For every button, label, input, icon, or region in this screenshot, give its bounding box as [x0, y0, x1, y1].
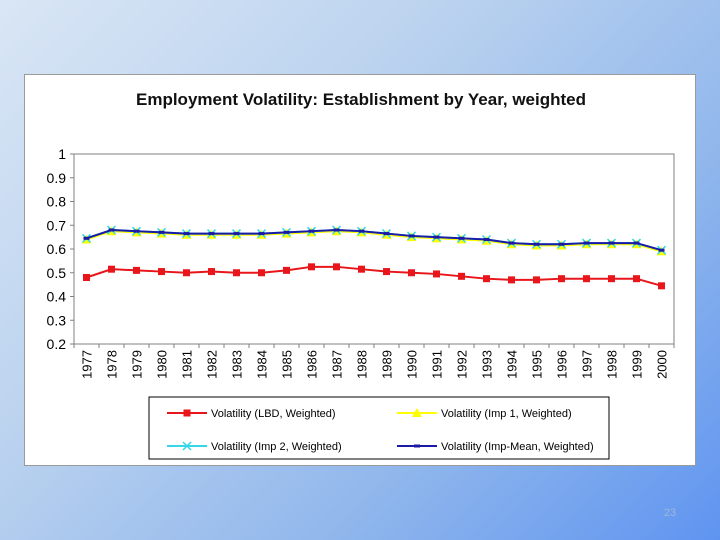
data-point-series-1: [233, 269, 240, 277]
data-point-series-4: [383, 232, 390, 236]
x-tick-label: 1983: [230, 350, 245, 379]
x-tick-label: 1989: [380, 350, 395, 379]
chart-svg: 0.2 0.3 0.4 0.5 0.6 0.7 0.8 0.9 1 1977 1978 1979 198…: [47, 146, 675, 460]
x-tick-label: 1986: [305, 350, 320, 379]
data-point-series-1: [433, 270, 440, 278]
data-point-series-1: [458, 272, 465, 280]
data-point-series-1: [408, 269, 415, 277]
data-point-series-4: [233, 232, 240, 236]
data-point-series-1: [358, 265, 365, 273]
data-point-series-4: [533, 242, 540, 246]
series-line-2: [86, 230, 662, 253]
data-point-series-1: [483, 275, 490, 283]
data-point-series-4: [458, 236, 465, 240]
y-tick-label: 0.8: [47, 194, 67, 210]
legend-label-3: Volatility (Imp 2, Weighted): [211, 441, 342, 453]
series-line-4: [86, 228, 662, 252]
data-point-series-4: [483, 238, 490, 241]
y-tick-label: 0.2: [47, 336, 67, 352]
data-point-series-1: [333, 263, 340, 271]
data-point-series-4: [608, 241, 615, 245]
legend-marker-2: [412, 408, 422, 417]
x-tick-label: 1993: [480, 350, 495, 379]
y-tick-label: 1: [58, 146, 66, 162]
data-point-series-4: [108, 228, 115, 232]
legend-label-1: Volatility (LBD, Weighted): [211, 408, 336, 420]
data-point-series-4: [283, 230, 290, 234]
x-tick-label: 2000: [655, 350, 670, 379]
data-point-series-4: [83, 236, 90, 240]
y-tick-label: 0.9: [47, 170, 67, 186]
legend-marker-1: [183, 409, 191, 417]
x-tick-label: 1999: [630, 350, 645, 379]
data-point-series-4: [333, 228, 340, 232]
x-tick-label: 1990: [405, 350, 420, 379]
x-tick-label: 1977: [80, 350, 95, 379]
data-point-series-1: [108, 265, 115, 273]
x-tick-label: 1992: [455, 350, 470, 379]
x-tick-label: 1996: [555, 350, 570, 379]
y-tick-label: 0.6: [47, 241, 67, 257]
data-point-series-1: [183, 269, 190, 277]
data-point-series-4: [583, 241, 590, 245]
y-tick-label: 0.7: [47, 217, 67, 233]
x-tick-label: 1979: [130, 350, 145, 379]
x-tick-label: 1997: [580, 350, 595, 379]
x-tick-label: 1982: [205, 350, 220, 379]
data-point-series-1: [258, 269, 265, 277]
data-point-series-1: [308, 263, 315, 271]
x-tick-label: 1988: [355, 350, 370, 379]
data-point-series-4: [158, 230, 165, 234]
data-point-series-4: [258, 232, 265, 236]
x-tick-label: 1994: [505, 350, 520, 379]
x-tick-label: 1998: [605, 350, 620, 379]
data-point-series-4: [508, 241, 515, 245]
data-point-series-1: [158, 268, 165, 276]
legend-marker-3: [182, 441, 192, 451]
data-point-series-4: [658, 248, 665, 252]
data-point-series-1: [533, 276, 540, 284]
data-point-series-4: [183, 232, 190, 236]
data-point-series-1: [633, 275, 640, 283]
data-point-series-4: [358, 229, 365, 233]
y-tick-label: 0.4: [47, 289, 67, 305]
data-point-series-1: [383, 268, 390, 276]
data-point-series-1: [658, 282, 665, 290]
legend-label-2: Volatility (Imp 1, Weighted): [441, 408, 572, 420]
data-point-series-1: [608, 275, 615, 283]
data-point-series-4: [633, 241, 640, 245]
data-point-series-4: [558, 242, 565, 246]
x-tick-label: 1981: [180, 350, 195, 379]
y-tick-label: 0.5: [47, 265, 67, 281]
data-point-series-4: [208, 232, 215, 236]
chart-panel: Employment Volatility: Establishment by …: [24, 74, 696, 466]
data-point-series-4: [133, 229, 140, 233]
x-tick-label: 1978: [105, 350, 120, 379]
slide-number: 23: [663, 507, 677, 519]
legend-marker-4: [414, 444, 420, 448]
x-tick-label: 1985: [280, 350, 295, 379]
data-point-series-1: [558, 275, 565, 283]
plot-area: [73, 153, 675, 345]
data-point-series-1: [583, 275, 590, 283]
data-point-series-1: [83, 274, 90, 281]
marker-stroke: [182, 441, 192, 451]
x-tick-label: 1991: [430, 350, 445, 379]
data-point-series-1: [208, 268, 215, 276]
data-point-series-4: [308, 229, 315, 233]
x-tick-label: 1980: [155, 350, 170, 379]
data-point-series-4: [433, 235, 440, 239]
chart-title: Employment Volatility: Establishment by …: [136, 90, 586, 109]
data-point-series-1: [133, 266, 140, 274]
x-tick-label: 1984: [255, 350, 270, 379]
y-tick-label: 0.3: [47, 312, 67, 328]
x-tick-label: 1995: [530, 350, 545, 379]
data-point-series-1: [508, 276, 515, 284]
data-point-series-4: [408, 234, 415, 238]
data-point-series-1: [283, 266, 290, 274]
legend: [148, 396, 610, 460]
x-tick-label: 1987: [330, 350, 345, 379]
legend-label-4: Volatility (Imp-Mean, Weighted): [441, 441, 594, 453]
series-line-1: [86, 265, 662, 287]
